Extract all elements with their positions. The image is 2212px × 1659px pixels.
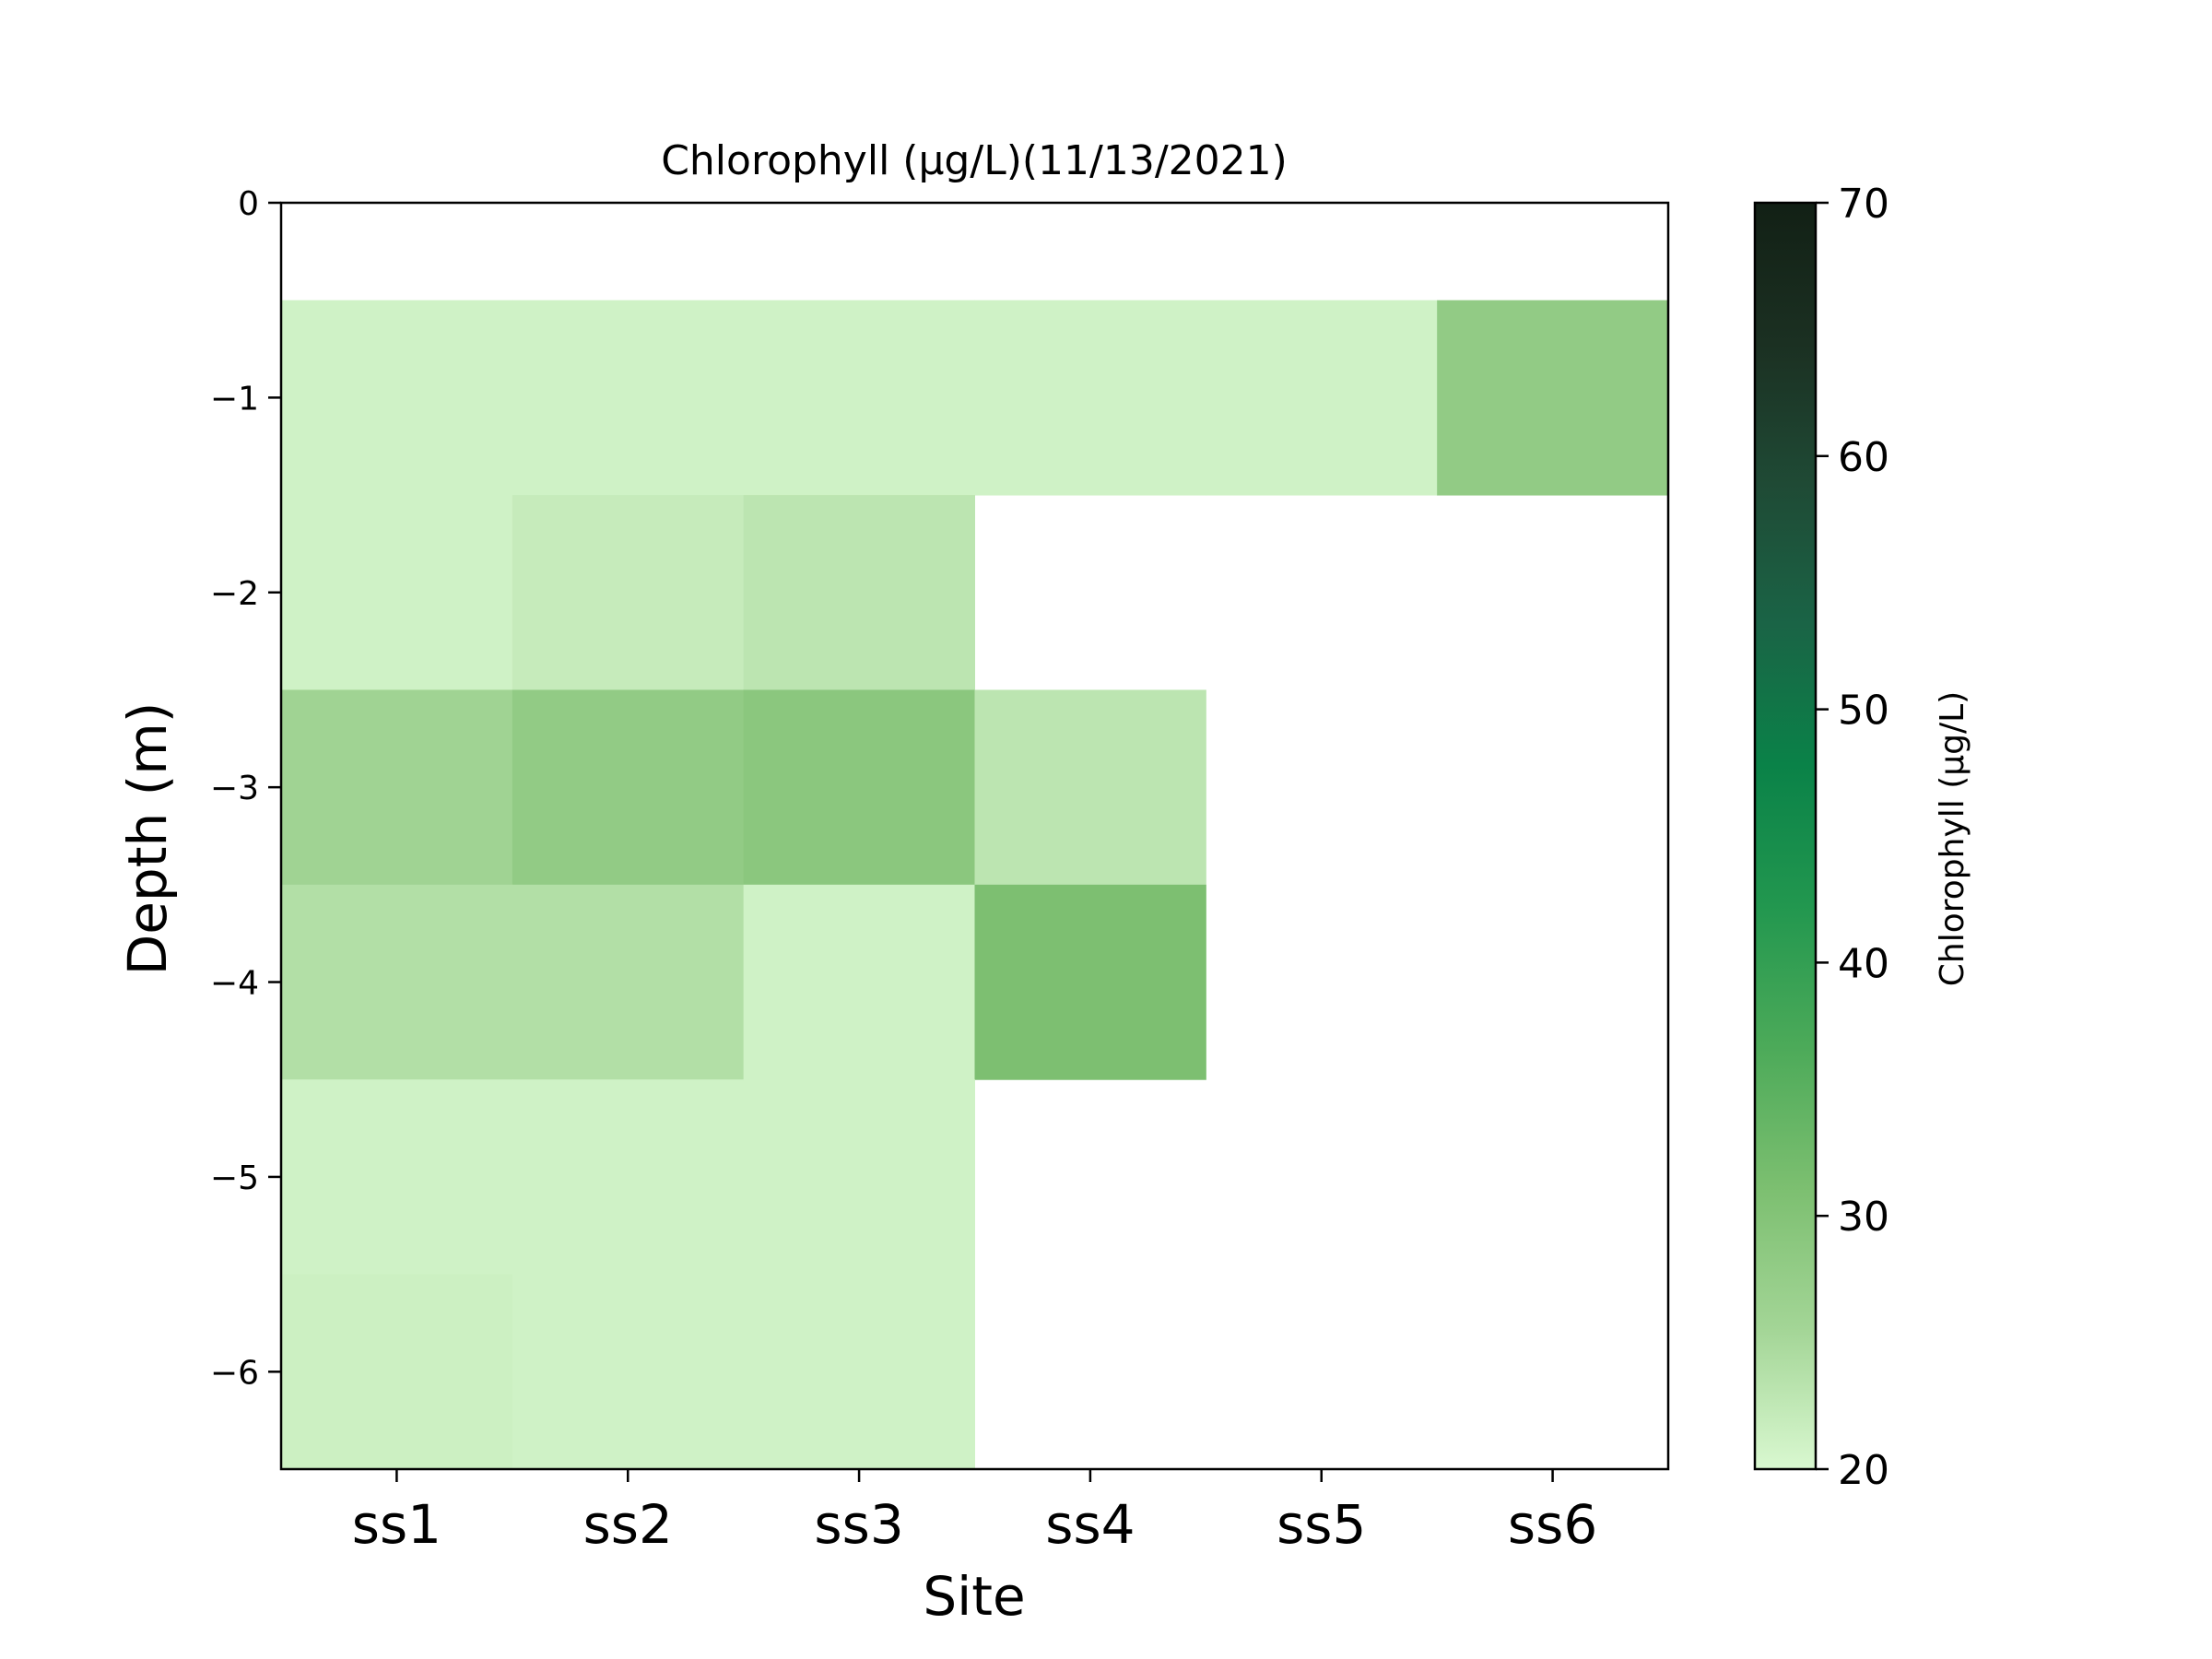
x-tick-label-ss6: ss6 (1508, 1493, 1597, 1556)
heatmap-cell-ss5-depth-neg1 (1206, 300, 1438, 496)
heatmap-cell-ss1-depth-neg4 (281, 884, 513, 1080)
heatmap-cell-ss2-depth-neg2 (512, 495, 745, 690)
colorbar-tick-label: 30 (1838, 1194, 1889, 1241)
x-tick-label-ss5: ss5 (1277, 1493, 1366, 1556)
y-tick-label: −4 (210, 965, 259, 1003)
colorbar-tick-label: 20 (1838, 1447, 1889, 1494)
colorbar-tick-label: 60 (1838, 434, 1889, 481)
colorbar-tick-label: 70 (1838, 181, 1889, 228)
heatmap-cell-ss1-depth-neg5 (281, 1079, 513, 1276)
heatmap-cell-ss2-depth-neg3 (512, 689, 745, 886)
y-tick-label: 0 (238, 185, 259, 223)
plot-frame (279, 201, 1670, 1471)
heatmap-cell-ss4-depth-neg1 (974, 300, 1206, 496)
colorbar-ticks: 20 30 40 50 60 70 (1816, 181, 1889, 1494)
plot-area: 0 −1 −2 −3 −4 −5 −6 ss1 ss2 ss3 ss4 ss5 ss6 (210, 185, 1670, 1556)
y-tick-label: −3 (210, 770, 259, 807)
heatmap-cell-ss2-depth-neg5 (512, 1079, 745, 1276)
heatmap-cell-ss2-depth-neg1 (512, 300, 745, 496)
y-axis-label: Depth (m) (116, 702, 179, 976)
heatmap-cell-ss4-depth-neg4 (974, 884, 1206, 1080)
x-axis: ss1 ss2 ss3 ss4 ss5 ss6 (352, 1469, 1597, 1556)
heatmap-cell-ss3-depth-neg2 (743, 495, 975, 690)
heatmap-cell-ss3-depth-neg4 (743, 884, 975, 1080)
colorbar-bar (1753, 201, 1818, 1471)
heatmap-cell-ss3-depth-neg1 (743, 300, 975, 496)
colorbar-label: Chlorophyll (µg/L) (1934, 691, 1971, 986)
heatmap-cells (281, 300, 1669, 1470)
y-tick-label: −5 (210, 1159, 259, 1197)
heatmap-cell-ss3-depth-neg5 (743, 1079, 975, 1276)
colorbar-tick-label: 50 (1838, 688, 1889, 735)
x-tick-label-ss1: ss1 (352, 1493, 441, 1556)
x-tick-label-ss2: ss2 (583, 1493, 673, 1556)
heatmap-cell-ss1-depth-neg2 (281, 495, 513, 690)
y-tick-label: −6 (210, 1354, 259, 1392)
heatmap-cell-ss2-depth-neg4 (512, 884, 745, 1080)
heatmap-cell-ss1-depth-neg3 (281, 689, 513, 886)
x-axis-label: Site (923, 1565, 1025, 1628)
y-tick-label: −2 (210, 575, 259, 613)
y-axis: 0 −1 −2 −3 −4 −5 −6 (210, 185, 281, 1392)
chart-title: Chlorophyll (µg/L)(11/13/2021) (661, 137, 1288, 184)
heatmap-cell-ss2-depth-neg6 (512, 1274, 745, 1470)
heatmap-cell-ss6-depth-neg1 (1437, 300, 1669, 496)
x-tick-label-ss3: ss3 (814, 1493, 903, 1556)
heatmap-cell-ss1-depth-neg1 (281, 300, 513, 496)
heatmap-cell-ss4-depth-neg3 (974, 689, 1206, 886)
colorbar-tick-label: 40 (1838, 940, 1889, 987)
y-tick-label: −1 (210, 380, 259, 418)
heatmap-cell-ss3-depth-neg3 (743, 689, 975, 886)
heatmap-cell-ss3-depth-neg6 (743, 1274, 975, 1470)
heatmap-cell-ss1-depth-neg6 (281, 1274, 513, 1470)
x-tick-label-ss4: ss4 (1045, 1493, 1135, 1556)
colorbar: 20 30 40 50 60 70 (1753, 181, 1889, 1494)
